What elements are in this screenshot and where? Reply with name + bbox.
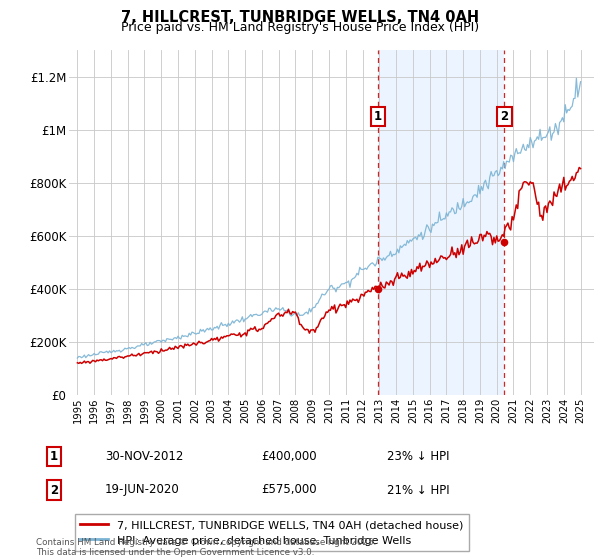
- Text: 2: 2: [50, 483, 58, 497]
- Text: 21% ↓ HPI: 21% ↓ HPI: [387, 483, 449, 497]
- Text: Price paid vs. HM Land Registry's House Price Index (HPI): Price paid vs. HM Land Registry's House …: [121, 21, 479, 34]
- Text: £575,000: £575,000: [261, 483, 317, 497]
- Text: 19-JUN-2020: 19-JUN-2020: [105, 483, 180, 497]
- Text: 1: 1: [50, 450, 58, 463]
- Text: 2: 2: [500, 110, 508, 123]
- Text: Contains HM Land Registry data © Crown copyright and database right 2025.
This d: Contains HM Land Registry data © Crown c…: [36, 538, 376, 557]
- Text: £400,000: £400,000: [261, 450, 317, 463]
- Bar: [378, 50, 505, 395]
- Text: 23% ↓ HPI: 23% ↓ HPI: [387, 450, 449, 463]
- Text: 1: 1: [374, 110, 382, 123]
- Text: 7, HILLCREST, TUNBRIDGE WELLS, TN4 0AH: 7, HILLCREST, TUNBRIDGE WELLS, TN4 0AH: [121, 10, 479, 25]
- Text: 30-NOV-2012: 30-NOV-2012: [105, 450, 184, 463]
- Legend: 7, HILLCREST, TUNBRIDGE WELLS, TN4 0AH (detached house), HPI: Average price, det: 7, HILLCREST, TUNBRIDGE WELLS, TN4 0AH (…: [74, 514, 469, 551]
